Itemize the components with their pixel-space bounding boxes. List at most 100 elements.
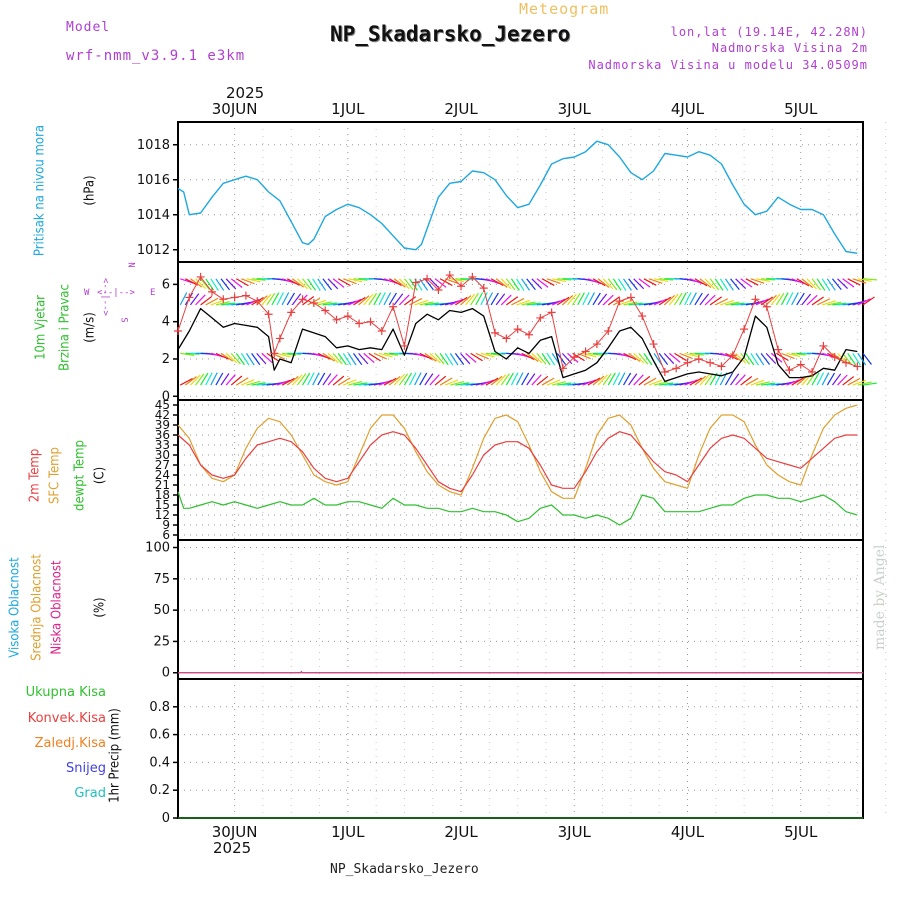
y-tick-label: 0 bbox=[162, 811, 170, 826]
wind-direction-arrow bbox=[561, 352, 573, 365]
wind-direction-arrow bbox=[699, 278, 712, 288]
wind-gust-marker bbox=[717, 362, 726, 371]
wind-gust-marker bbox=[457, 282, 466, 291]
wind-direction-arrow bbox=[200, 295, 213, 306]
wind-direction-arrow bbox=[704, 294, 716, 306]
wind-direction-arrow bbox=[251, 278, 266, 281]
wind-direction-arrow bbox=[653, 353, 663, 366]
wind-direction-arrow bbox=[663, 294, 676, 306]
wind-direction-arrow bbox=[388, 292, 397, 306]
wind-direction-arrow bbox=[409, 278, 418, 291]
wind-direction-arrow bbox=[694, 375, 707, 386]
wind-direction-arrow bbox=[725, 301, 740, 306]
legend-frozen-precip: Zaledj.Kisa bbox=[34, 736, 106, 751]
wind-direction-arrow bbox=[510, 372, 519, 386]
wind-gust-marker bbox=[502, 334, 511, 343]
wind-direction-arrow bbox=[760, 353, 771, 365]
wind-direction-arrow bbox=[582, 379, 597, 386]
wind-direction-arrow bbox=[230, 375, 243, 386]
panel-border bbox=[177, 121, 864, 263]
wind-direction-arrow bbox=[485, 278, 500, 285]
wind-direction-arrow bbox=[225, 352, 237, 364]
wind-gust-marker bbox=[196, 272, 205, 281]
wind-direction-arrow bbox=[424, 302, 439, 306]
model-name: wrf-nmm_v3.9.1 e3km bbox=[66, 48, 246, 64]
wind-direction-arrow bbox=[419, 372, 428, 386]
wind-direction-arrow bbox=[235, 353, 245, 366]
series-wind-gust-line bbox=[177, 274, 858, 373]
wind-direction-arrow bbox=[653, 278, 668, 283]
wind-direction-arrow bbox=[755, 278, 770, 282]
wind-direction-arrow bbox=[200, 278, 210, 291]
wind-direction-arrow bbox=[179, 377, 193, 386]
wind-direction-arrow bbox=[236, 278, 249, 287]
wind-direction-arrow bbox=[684, 379, 698, 386]
compass-west: W bbox=[84, 288, 90, 298]
wind-direction-arrow bbox=[465, 293, 476, 306]
wind-direction-arrow bbox=[852, 353, 861, 366]
wind-direction-arrow bbox=[521, 278, 530, 291]
wind-direction-arrow bbox=[317, 278, 327, 291]
wind-direction-arrow bbox=[205, 297, 219, 306]
wind-direction-arrow bbox=[317, 372, 326, 386]
wind-direction-arrow bbox=[245, 353, 255, 366]
wind-direction-arrow bbox=[714, 372, 723, 386]
wind-gust-marker bbox=[808, 368, 817, 377]
wind-direction-arrow bbox=[439, 278, 453, 287]
wind-direction-arrow bbox=[296, 373, 307, 386]
wind-direction-arrow bbox=[434, 352, 445, 365]
wind-direction-arrow bbox=[215, 301, 230, 306]
x-tick-label-top: 5JUL bbox=[784, 100, 818, 118]
y-tick-label: 6 bbox=[162, 277, 170, 292]
y-tick-label: 75 bbox=[153, 572, 170, 587]
wind-direction-arrow bbox=[801, 278, 814, 289]
wind-direction-arrow bbox=[475, 292, 484, 306]
wind-direction-arrow bbox=[761, 382, 776, 386]
wind-direction-arrow bbox=[403, 278, 414, 291]
wind-gust-marker bbox=[830, 353, 839, 362]
wind-direction-arrow bbox=[775, 292, 785, 306]
wind-direction-arrow bbox=[638, 375, 651, 386]
elevation-label: Nadmorska Visina 2m bbox=[711, 41, 868, 55]
x-tick-label-bottom: 1JUL bbox=[331, 823, 365, 841]
meteogram-label: Meteogram bbox=[519, 0, 610, 18]
wind-direction-arrow bbox=[398, 373, 409, 386]
wind-direction-arrow bbox=[312, 372, 320, 386]
wind-direction-arrow bbox=[628, 302, 643, 306]
wind-direction-arrow bbox=[694, 278, 708, 287]
wind-gust-marker bbox=[230, 293, 239, 302]
wind-direction-arrow bbox=[612, 372, 621, 386]
y-tick-label: 100 bbox=[145, 541, 170, 556]
year-bottom: 2025 bbox=[213, 839, 252, 857]
wind-direction-arrow bbox=[653, 381, 668, 386]
wind-direction-arrow bbox=[526, 278, 536, 291]
wind-direction-arrow bbox=[643, 278, 657, 286]
wind-direction-arrow bbox=[679, 352, 693, 360]
wind-gust-marker bbox=[626, 293, 635, 302]
wind-direction-arrow bbox=[796, 292, 805, 306]
wind-gust-marker bbox=[479, 284, 488, 293]
wind-direction-arrow bbox=[266, 292, 276, 306]
wind-direction-arrow bbox=[643, 377, 657, 386]
wind-direction-arrow bbox=[256, 295, 268, 306]
wind-direction-arrow bbox=[220, 373, 230, 386]
wind-gust-marker bbox=[570, 353, 579, 362]
wind-direction-arrow bbox=[348, 298, 362, 306]
wind-direction-arrow bbox=[740, 375, 753, 386]
y-tick-label: 0.2 bbox=[149, 783, 170, 798]
wind-direction-arrow bbox=[225, 278, 237, 290]
wind-direction-arrow bbox=[322, 352, 335, 362]
wind-direction-arrow bbox=[714, 278, 724, 291]
wind-gust-marker bbox=[468, 272, 477, 281]
wind-gust-marker bbox=[536, 313, 545, 322]
wind-direction-arrow bbox=[215, 278, 225, 291]
wind-direction-arrow bbox=[485, 377, 499, 386]
wind-direction-arrow bbox=[607, 278, 618, 291]
wind-direction-arrow bbox=[322, 373, 332, 386]
wind-direction-arrow bbox=[546, 353, 556, 366]
wind-direction-arrow bbox=[424, 352, 437, 362]
wind-gust-marker bbox=[524, 330, 533, 339]
wind-direction-arrow bbox=[393, 293, 404, 306]
wind-gust-marker bbox=[649, 340, 658, 349]
wind-direction-arrow bbox=[220, 278, 231, 291]
